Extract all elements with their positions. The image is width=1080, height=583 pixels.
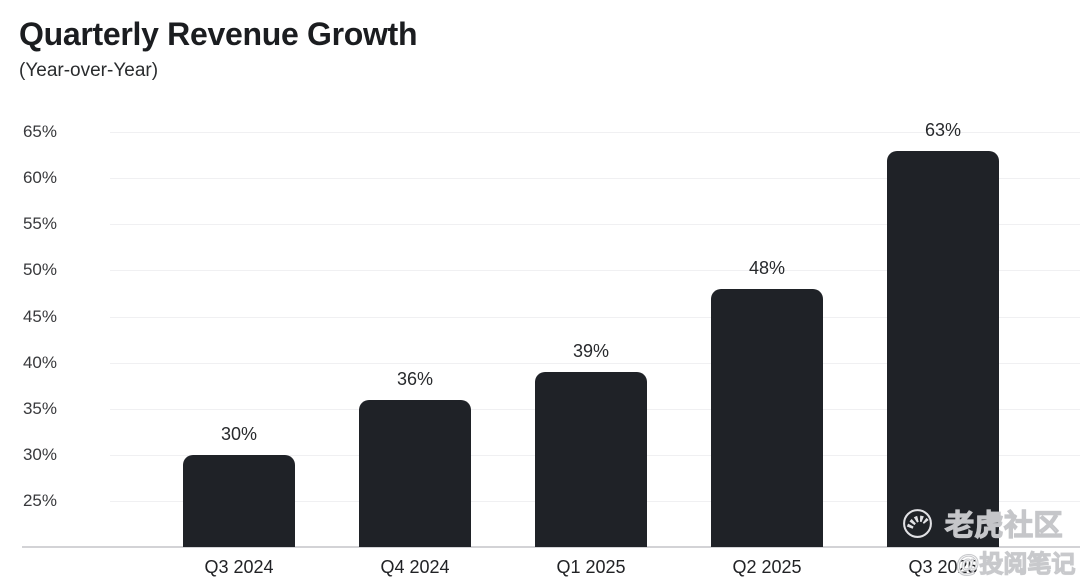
x-axis-category-label: Q3 2024: [204, 557, 274, 577]
y-axis-tick-label: 55%: [22, 214, 57, 233]
bar-value-label: 39%: [572, 340, 610, 361]
x-axis-category-label: Q1 2025: [556, 557, 626, 577]
brand-watermark: 老虎社区: [901, 502, 1063, 544]
bar-value-label: 48%: [748, 257, 786, 278]
x-axis-line: [22, 546, 1080, 548]
x-axis-category-label: Q3 2025: [908, 557, 978, 577]
bar-value-label: 30%: [220, 423, 258, 444]
bar-q4-2024: [359, 399, 471, 547]
gridline: [110, 224, 1080, 225]
watermark-brand-text: 老虎社区: [944, 509, 1064, 542]
y-axis-tick-label: 40%: [22, 353, 57, 372]
y-axis-tick-label: 45%: [22, 307, 57, 326]
chart-title: Quarterly Revenue Growth: [19, 16, 418, 52]
y-axis-tick-label: 50%: [22, 260, 57, 279]
tiger-logo-icon: [903, 508, 932, 538]
bar-q2-2025: [711, 288, 823, 547]
gridline: [110, 132, 1080, 133]
y-axis-tick-label: 30%: [22, 445, 57, 464]
bar-q1-2025: [535, 371, 647, 547]
gridline: [110, 363, 1080, 364]
bar-value-label: 63%: [924, 119, 962, 140]
gridline: [110, 317, 1080, 318]
y-axis-tick-label: 60%: [22, 168, 57, 187]
bar-value-label: 36%: [396, 368, 434, 389]
x-axis-category-label: Q2 2025: [732, 557, 802, 577]
y-axis-tick-label: 25%: [22, 491, 57, 510]
gridline: [110, 178, 1080, 179]
y-axis-tick-label: 35%: [22, 399, 57, 418]
gridline: [110, 270, 1080, 271]
bar-q3-2024: [183, 454, 295, 547]
y-axis-tick-label: 65%: [22, 122, 57, 141]
watermark-handle-text: @投阅笔记: [955, 551, 1076, 579]
bar-q3-2025: [887, 150, 999, 547]
x-axis-category-label: Q4 2024: [380, 557, 450, 577]
chart-subtitle: (Year-over-Year): [19, 60, 159, 81]
